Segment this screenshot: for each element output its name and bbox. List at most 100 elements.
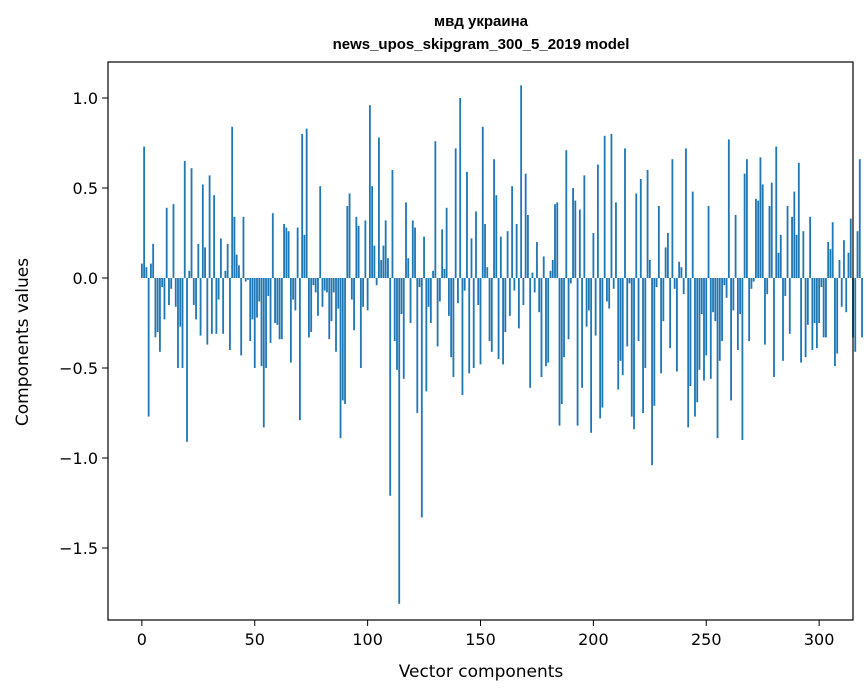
bar-135 — [445, 207, 448, 278]
bar-194 — [578, 209, 581, 278]
bar-32 — [213, 195, 216, 278]
bar-41 — [233, 216, 236, 278]
bar-302 — [822, 278, 825, 338]
bar-249 — [703, 278, 705, 381]
bar-19 — [183, 161, 186, 278]
bar-282 — [777, 252, 780, 278]
bar-221 — [639, 179, 642, 278]
bar-238 — [678, 261, 681, 278]
bar-193 — [576, 278, 579, 426]
bar-73 — [305, 128, 308, 278]
bar-185 — [558, 278, 561, 426]
bar-156 — [493, 159, 495, 278]
bar-14 — [172, 204, 175, 278]
x-tick-label: 300 — [804, 630, 835, 649]
bar-177 — [540, 278, 543, 377]
bar-201 — [594, 278, 597, 336]
bar-119 — [409, 278, 412, 323]
x-tick-label: 150 — [465, 630, 496, 649]
x-tick-label: 50 — [245, 630, 265, 649]
bar-120 — [411, 220, 414, 278]
bar-97 — [359, 278, 362, 368]
bar-243 — [689, 278, 692, 386]
bar-213 — [621, 278, 624, 376]
bar-62 — [280, 278, 283, 340]
bar-304 — [827, 242, 830, 278]
bar-294 — [804, 278, 807, 358]
bar-94 — [353, 278, 355, 331]
bar-80 — [321, 278, 324, 307]
bars-group — [140, 85, 863, 604]
y-axis-label: Components values — [13, 258, 33, 426]
bar-248 — [700, 278, 703, 314]
bar-301 — [820, 278, 823, 287]
bar-148 — [475, 211, 477, 278]
chart-title-line-2: news_upos_skipgram_300_5_2019 model — [333, 36, 630, 53]
bar-316 — [854, 278, 857, 352]
bar-39 — [229, 278, 231, 350]
bar-208 — [610, 134, 613, 278]
bar-280 — [773, 278, 775, 377]
bar-174 — [533, 278, 536, 293]
bar-37 — [224, 270, 227, 278]
bar-122 — [416, 278, 419, 413]
bar-164 — [511, 186, 514, 278]
bar-206 — [606, 278, 608, 302]
bar-104 — [375, 278, 378, 286]
bar-269 — [748, 278, 751, 341]
bar-153 — [486, 267, 489, 278]
bar-284 — [782, 278, 784, 361]
bar-98 — [362, 278, 365, 307]
y-tick-label: 0.0 — [73, 269, 98, 288]
bar-237 — [676, 278, 678, 372]
bar-56 — [267, 278, 270, 296]
bar-166 — [515, 224, 518, 278]
bar-224 — [646, 170, 649, 278]
bar-61 — [278, 278, 281, 340]
bar-263 — [734, 215, 737, 278]
bar-89 — [341, 278, 344, 401]
bar-7 — [156, 278, 159, 332]
y-tick-label: −1.0 — [59, 449, 98, 468]
bar-270 — [750, 278, 753, 289]
bar-264 — [736, 278, 739, 350]
bar-40 — [231, 126, 234, 278]
bar-168 — [520, 85, 523, 279]
bar-204 — [601, 278, 604, 408]
bar-58 — [271, 213, 274, 278]
bar-118 — [407, 258, 410, 278]
bar-183 — [554, 204, 556, 278]
bar-86 — [335, 278, 337, 352]
bar-44 — [240, 278, 243, 356]
bar-189 — [567, 278, 570, 340]
bar-90 — [344, 278, 346, 404]
bar-262 — [732, 278, 735, 311]
bar-198 — [587, 278, 590, 311]
bar-295 — [806, 278, 809, 325]
bar-54 — [262, 278, 265, 428]
bar-55 — [265, 278, 267, 368]
bar-81 — [323, 278, 326, 291]
bar-132 — [438, 278, 441, 302]
bar-191 — [572, 188, 574, 278]
bar-72 — [303, 234, 306, 278]
bar-60 — [276, 278, 279, 325]
bar-121 — [414, 227, 416, 278]
bar-247 — [698, 278, 701, 370]
bar-171 — [527, 215, 529, 278]
bar-99 — [364, 220, 367, 278]
bar-259 — [725, 278, 728, 298]
bar-18 — [181, 278, 184, 368]
bar-64 — [285, 227, 288, 278]
bar-110 — [389, 278, 392, 496]
bar-139 — [454, 148, 457, 278]
bar-51 — [256, 278, 258, 318]
bar-35 — [219, 238, 222, 278]
bar-52 — [258, 278, 261, 302]
bar-63 — [283, 224, 285, 278]
bar-240 — [682, 278, 685, 295]
bar-218 — [633, 278, 635, 430]
bar-17 — [179, 278, 182, 327]
bar-265 — [739, 278, 742, 314]
bar-188 — [565, 150, 568, 278]
